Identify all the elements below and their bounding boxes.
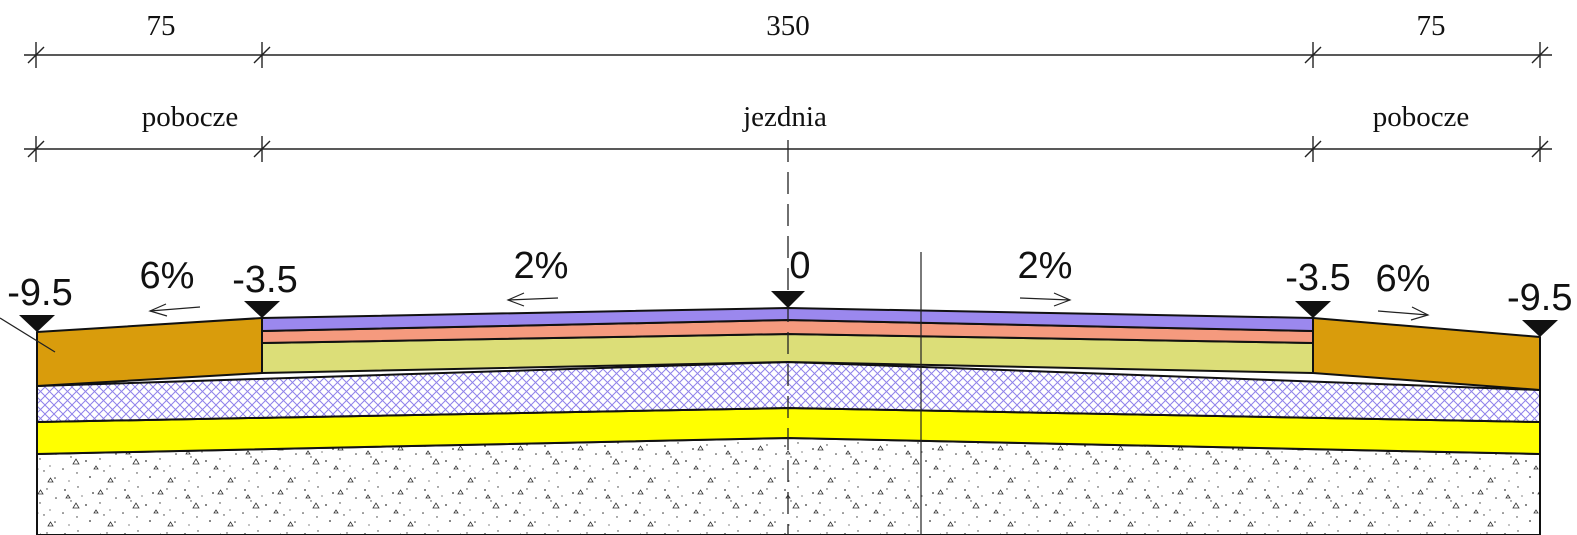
elevation-triangle-icon [771, 291, 805, 308]
arrow-left-icon [148, 303, 201, 317]
shoulder-left [36, 317, 263, 387]
elevation-right-break: -3.5 [1285, 257, 1350, 299]
dimension-line-top: 75 350 75 [24, 10, 1552, 68]
slope-annotations: 6% 2% 2% 6% [140, 245, 1431, 321]
zone-label-left: pobocze [142, 101, 239, 133]
zone-label-center: jezdnia [742, 101, 827, 133]
arrow-right-icon [1019, 292, 1072, 307]
dimension-tick-slash [1531, 140, 1549, 158]
leader-line [0, 317, 56, 353]
elevation-left-break: -3.5 [232, 259, 297, 301]
slope-left-lane: 2% [514, 245, 569, 287]
zone-label-right: pobocze [1373, 101, 1470, 133]
dimension-tick-slash [1531, 46, 1549, 64]
elevation-left-edge: -9.5 [7, 272, 72, 314]
dimension-tick-slash [27, 140, 45, 158]
dimension-tick-slash [253, 46, 271, 64]
elevation-triangle-icon [1522, 320, 1558, 337]
slope-left-shoulder: 6% [140, 255, 195, 297]
slope-right-shoulder: 6% [1376, 258, 1431, 300]
elevation-axis: 0 [789, 245, 810, 287]
elevation-triangle-icon [1295, 301, 1331, 318]
elevation-triangle-icon [244, 301, 280, 318]
dimension-tick-slash [27, 46, 45, 64]
arrow-right-icon [1377, 306, 1430, 321]
slope-right-lane: 2% [1018, 245, 1073, 287]
dimension-right-shoulder: 75 [1417, 10, 1446, 42]
dimension-tick-slash [1304, 46, 1322, 64]
dimension-tick-slash [1304, 140, 1322, 158]
dimension-carriageway: 350 [766, 10, 810, 42]
dimension-line-zones: pobocze jezdnia pobocze [24, 101, 1552, 162]
arrow-left-icon [506, 292, 559, 307]
elevation-right-edge: -9.5 [1507, 277, 1572, 319]
shoulder-right [1312, 317, 1541, 391]
elevation-triangle-icon [19, 315, 55, 332]
subgrade-layer [36, 437, 1541, 535]
dimension-left-shoulder: 75 [147, 10, 176, 42]
dimension-tick-slash [253, 140, 271, 158]
elevation-markers: -9.5 -3.5 0 -3.5 -9.5 [7, 245, 1572, 337]
